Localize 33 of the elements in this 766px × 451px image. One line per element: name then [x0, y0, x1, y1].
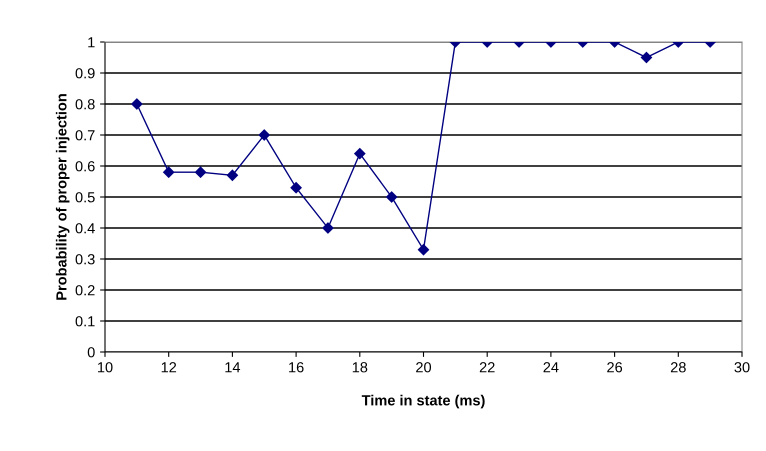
point	[258, 129, 270, 141]
y-tick-label: 0.6	[76, 161, 95, 172]
x-axis-title: Time in state (ms)	[362, 394, 485, 408]
x-tick-label: 14	[225, 362, 240, 372]
point	[418, 244, 430, 256]
y-tick-label: 0.2	[76, 285, 95, 296]
x-tick-label: 16	[289, 362, 304, 372]
y-tick-label: 0.3	[76, 254, 95, 264]
x-tick-label: 26	[607, 362, 622, 372]
point	[386, 191, 398, 203]
x-tick-label: 20	[416, 362, 432, 372]
y-tick-label: 0.1	[76, 316, 95, 326]
point	[194, 166, 206, 178]
x-tick-label: 28	[670, 362, 686, 372]
x-tick-label: 12	[162, 362, 176, 372]
y-tick-label: 0.9	[76, 68, 95, 78]
point	[322, 222, 334, 234]
x-tick-label: 18	[352, 362, 368, 372]
point	[163, 166, 174, 178]
y-axis-title: Probability of proper injection	[56, 94, 70, 300]
y-tick-label: 0.5	[76, 192, 95, 202]
point	[226, 170, 238, 181]
point	[354, 148, 366, 160]
x-tick-label: 24	[544, 362, 559, 372]
y-tick-label: 0.7	[76, 130, 95, 140]
y-tick-label: 0	[88, 347, 95, 358]
x-tick-label: 30	[734, 362, 750, 372]
x-tick-label: 22	[480, 362, 495, 372]
y-tick-label: 0.4	[76, 223, 95, 234]
x-tick-label: 10	[98, 362, 113, 372]
y-tick-label: 1	[88, 37, 95, 48]
y-tick-label: 0.8	[76, 99, 95, 110]
point	[290, 182, 302, 194]
